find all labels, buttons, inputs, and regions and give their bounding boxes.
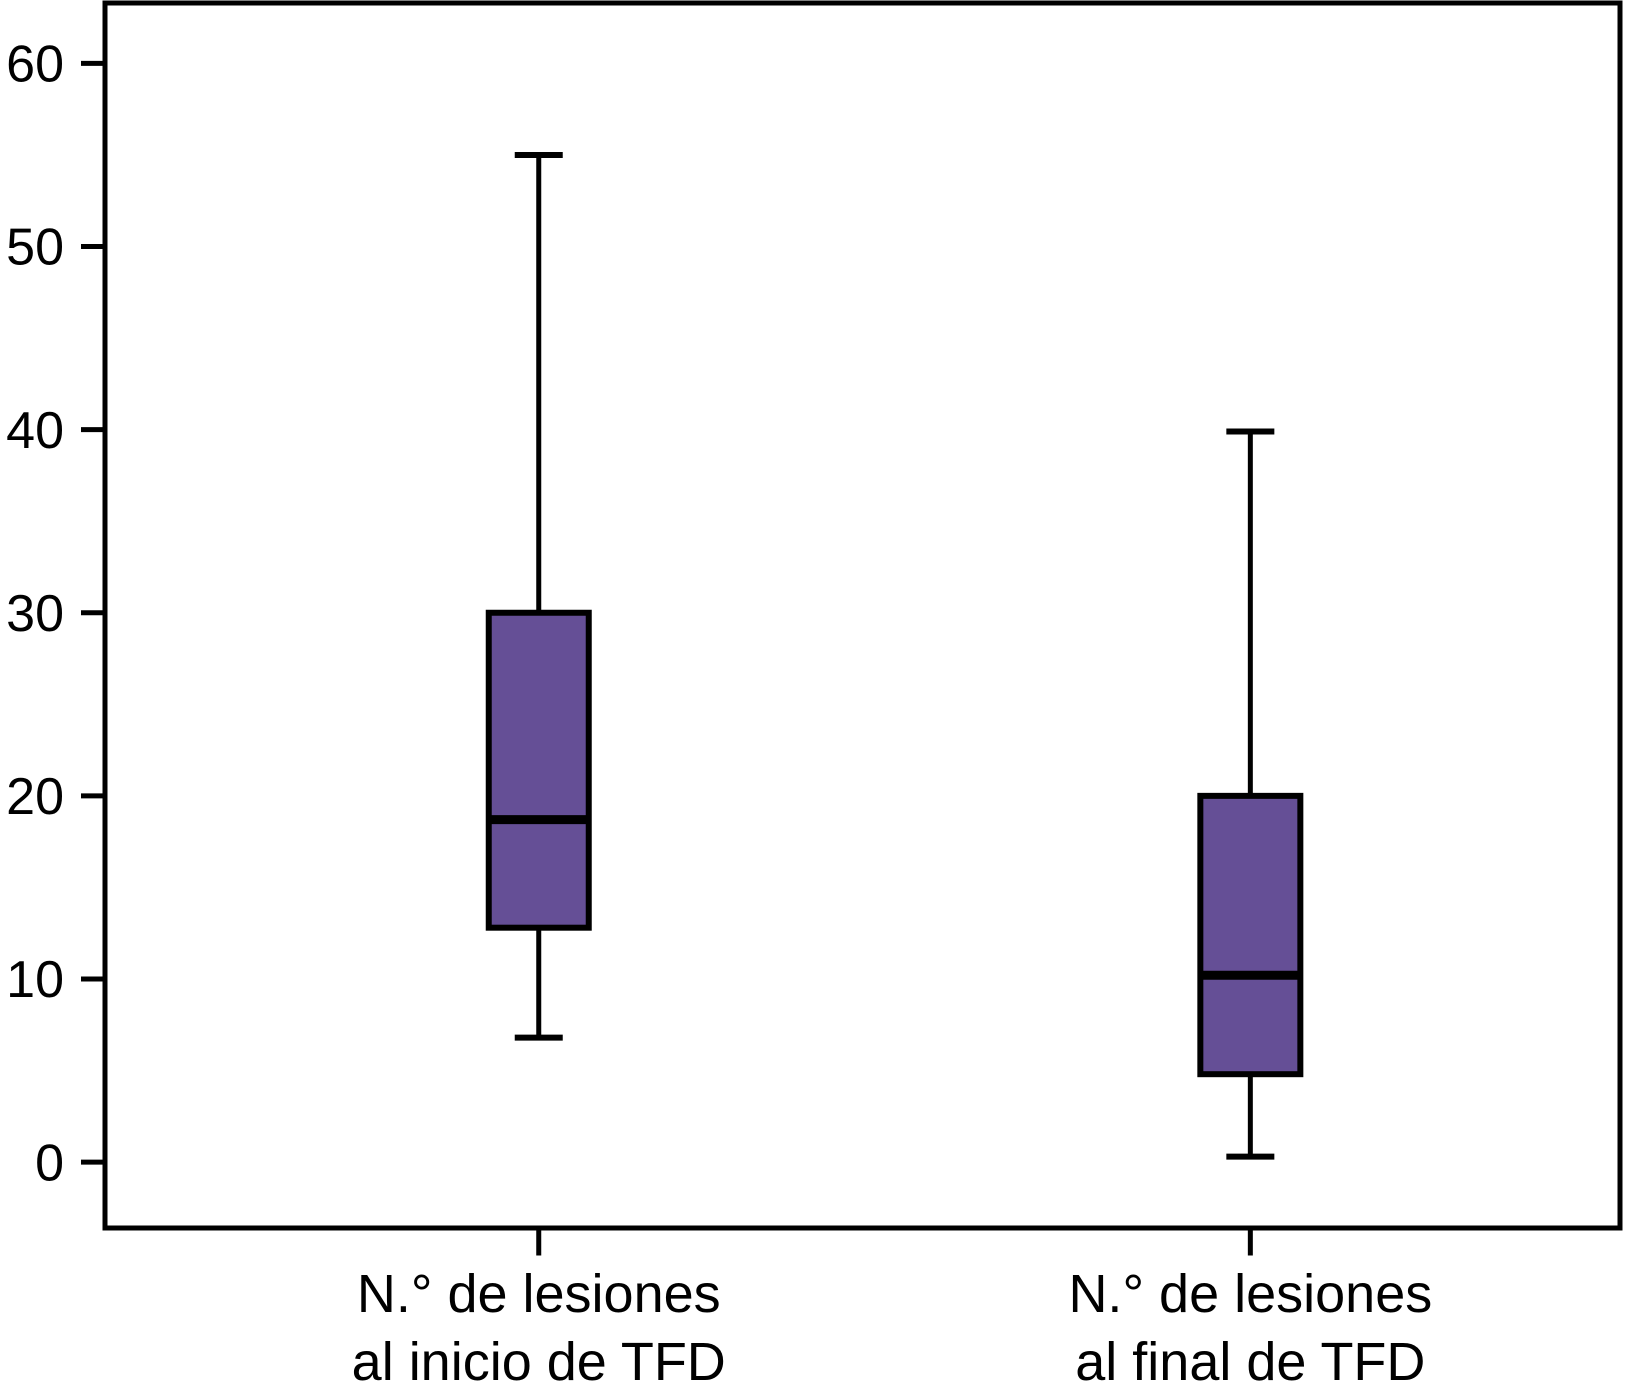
- category-label-line1: N.° de lesiones: [357, 1264, 721, 1324]
- y-tick-label: 60: [6, 36, 64, 94]
- y-tick-label: 20: [6, 768, 64, 826]
- category-label-line2: al inicio de TFD: [352, 1332, 726, 1392]
- y-tick-label: 50: [6, 219, 64, 277]
- y-tick-label: 10: [6, 951, 64, 1009]
- iqr-box: [485, 609, 592, 931]
- plot-frame: [102, 0, 1623, 1231]
- y-tick-label: 30: [6, 585, 64, 643]
- category-label-line2: al final de TFD: [1075, 1332, 1425, 1392]
- iqr-box: [1197, 792, 1304, 1078]
- y-tick-label: 40: [6, 402, 64, 460]
- category-label-line1: N.° de lesiones: [1068, 1264, 1432, 1324]
- y-tick-label: 0: [35, 1134, 64, 1192]
